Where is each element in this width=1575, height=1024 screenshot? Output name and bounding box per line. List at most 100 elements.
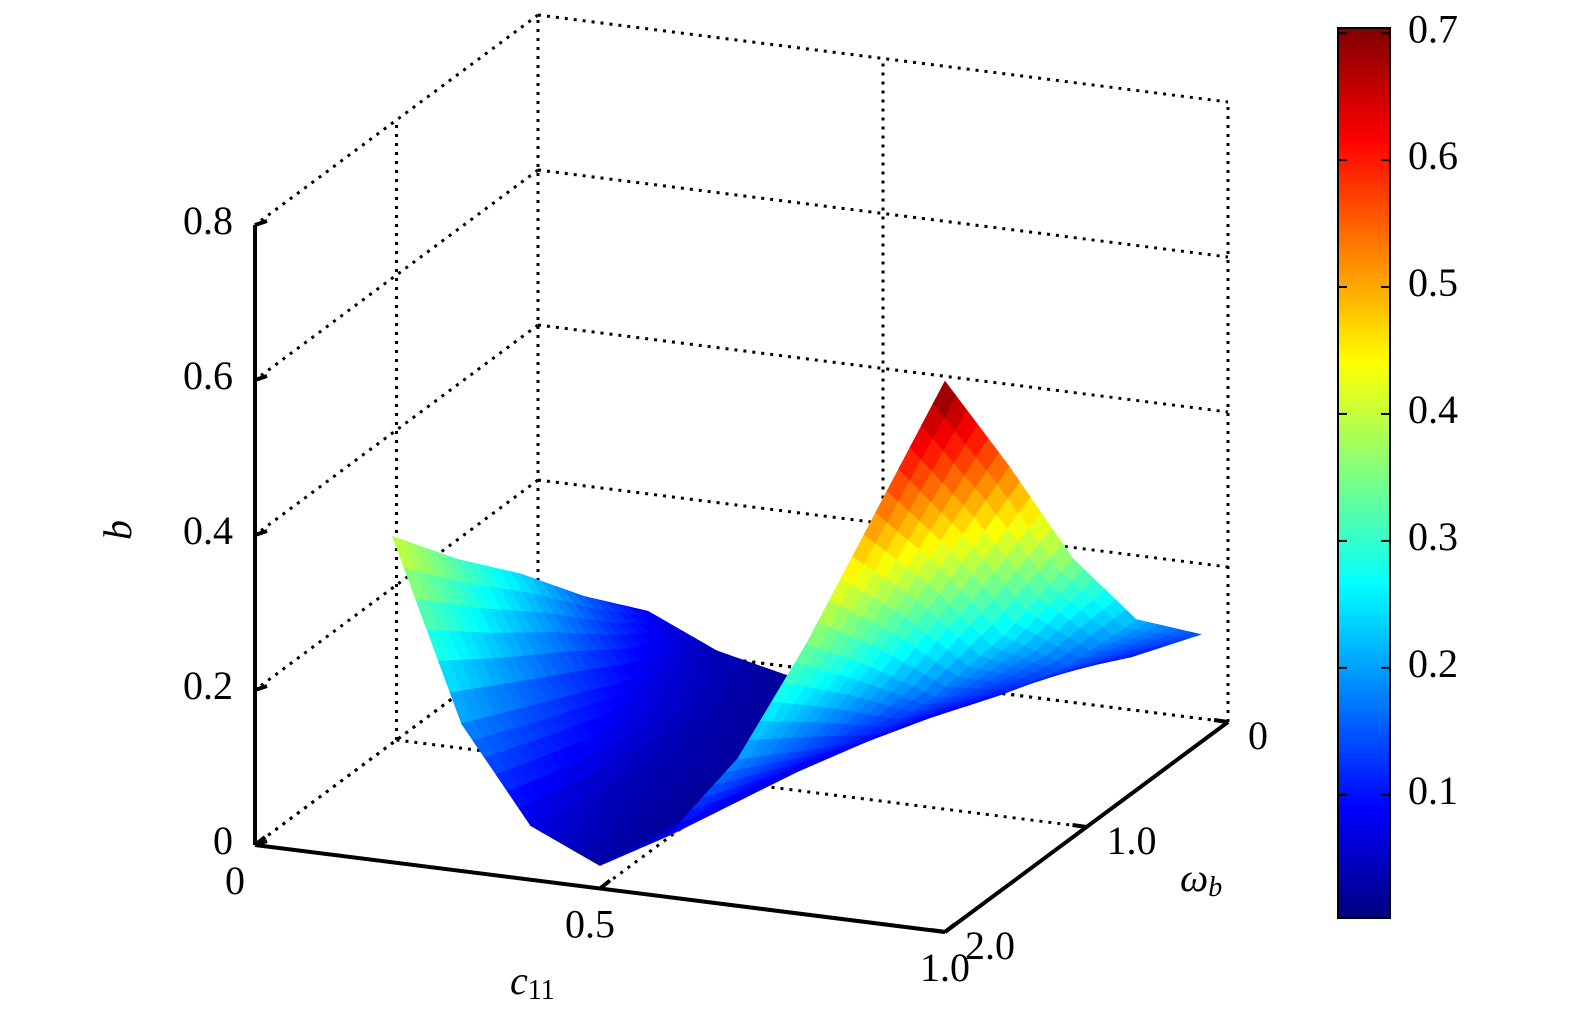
colorbar-swatch [1338,317,1390,323]
colorbar-tick-label: 0.7 [1408,6,1458,51]
colorbar-swatch [1338,286,1390,292]
colorbar-swatch [1338,303,1390,309]
colorbar-swatch [1338,174,1390,180]
colorbar-swatch [1338,94,1390,100]
colorbar-swatch [1338,869,1390,875]
colorbar-swatch [1338,121,1390,127]
colorbar-swatch [1338,45,1390,51]
colorbar-swatch [1338,370,1390,376]
colorbar-swatch [1338,117,1390,123]
colorbar-swatch [1338,766,1390,772]
colorbar-swatch [1338,268,1390,274]
z-tick [254,684,268,692]
colorbar-swatch [1338,895,1390,901]
z-tick [254,219,268,227]
colorbar-swatch [1338,771,1390,777]
grid-line [254,168,539,382]
colorbar-swatch [1338,579,1390,585]
colorbar-swatch [1338,50,1390,56]
colorbar-swatch [1338,76,1390,82]
colorbar-swatch [1338,388,1390,394]
colorbar-swatch [1338,401,1390,407]
colorbar-swatch [1338,379,1390,385]
colorbar-swatch [1338,904,1390,910]
colorbar-swatch [1338,882,1390,888]
colorbar-swatch [1338,130,1390,136]
colorbar-swatch [1338,54,1390,60]
y-axis-label: ωb [1180,855,1222,903]
colorbar-swatch [1338,762,1390,768]
colorbar-swatch [1338,312,1390,318]
colorbar-swatch [1338,165,1390,171]
surface-patch [932,380,957,418]
colorbar-swatch [1338,682,1390,688]
colorbar-swatch [1338,677,1390,683]
colorbar-swatch [1338,811,1390,817]
colorbar-swatch [1338,246,1390,252]
y-axis-label-base: ω [1180,855,1208,900]
x-tick-label: 0 [225,858,245,903]
colorbar-swatch [1338,32,1390,38]
colorbar-swatch [1338,757,1390,763]
colorbar-swatch [1338,521,1390,527]
colorbar-swatch [1338,68,1390,74]
colorbar-swatch [1338,815,1390,821]
x-axis-label-sub: 11 [528,975,555,1006]
colorbar-swatch [1338,788,1390,794]
colorbar-swatch [1338,277,1390,283]
colorbar-swatch [1338,308,1390,314]
colorbar-swatch [1338,473,1390,479]
colorbar-swatch [1338,143,1390,149]
colorbar-swatch [1338,214,1390,220]
colorbar-tick-label: 0.2 [1408,641,1458,686]
colorbar-swatch [1338,708,1390,714]
colorbar-swatch [1338,366,1390,372]
colorbar-swatch [1338,330,1390,336]
colorbar-swatch [1338,570,1390,576]
colorbar-swatch [1338,860,1390,866]
colorbar: 0.1 0.2 0.3 0.4 0.5 0.6 0.7 [1337,6,1458,919]
colorbar-swatch [1338,179,1390,185]
colorbar-swatch [1338,259,1390,265]
colorbar-swatch [1338,744,1390,750]
colorbar-swatch [1338,829,1390,835]
colorbar-swatch [1338,597,1390,603]
colorbar-swatch [1338,886,1390,892]
colorbar-tick-label: 0.5 [1408,260,1458,305]
colorbar-swatch [1338,553,1390,559]
colorbar-swatch [1338,464,1390,470]
colorbar-swatch [1338,748,1390,754]
colorbar-swatch [1338,241,1390,247]
colorbar-swatch [1338,851,1390,857]
colorbar-swatch [1338,535,1390,541]
colorbar-swatch [1338,188,1390,194]
colorbar-swatch [1338,375,1390,381]
colorbar-tick-label: 0.4 [1408,387,1458,432]
colorbar-swatch [1338,651,1390,657]
colorbar-swatch [1338,28,1390,34]
colorbar-swatch [1338,633,1390,639]
colorbar-swatch [1338,152,1390,158]
colorbar-swatch [1338,437,1390,443]
colorbar-swatch [1338,219,1390,225]
colorbar-swatch [1338,615,1390,621]
colorbar-swatch [1338,254,1390,260]
colorbar-swatch [1338,432,1390,438]
colorbar-swatch [1338,183,1390,189]
y-tick-label: 2.0 [965,923,1015,968]
colorbar-swatch [1338,726,1390,732]
colorbar-swatch [1338,646,1390,652]
z-tick-label: 0.8 [183,198,233,243]
colorbar-swatch [1338,873,1390,879]
z-tick [254,374,268,382]
colorbar-swatch [1338,704,1390,710]
colorbar-swatch [1338,410,1390,416]
colorbar-swatch [1338,192,1390,198]
colorbar-swatch [1338,415,1390,421]
colorbar-swatch [1338,81,1390,87]
colorbar-swatch [1338,731,1390,737]
colorbar-swatch [1338,206,1390,212]
colorbar-swatch [1338,223,1390,229]
y-tick [1072,823,1087,829]
